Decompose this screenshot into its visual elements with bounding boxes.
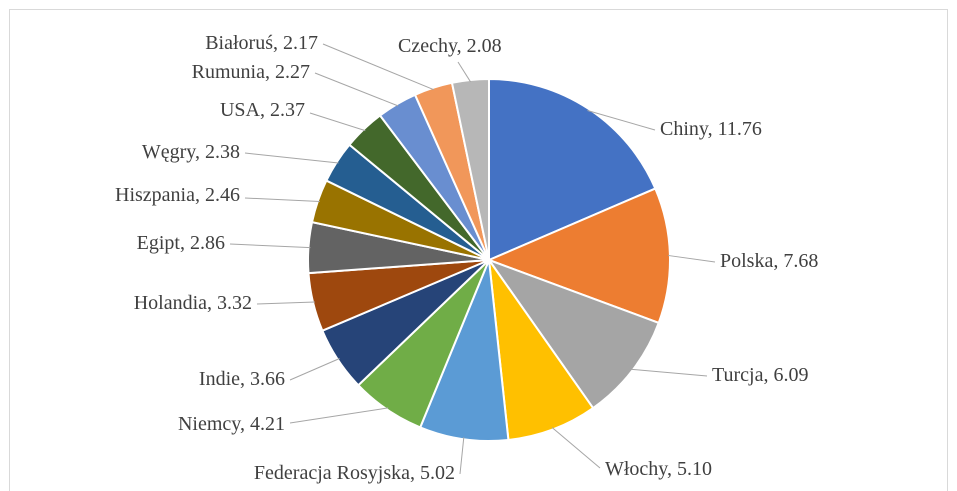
label-separator: ,	[265, 61, 275, 83]
label-value: 5.10	[677, 458, 712, 480]
leader-line	[229, 243, 311, 249]
leader-line	[309, 112, 366, 132]
data-label: Czechy, 2.08	[398, 35, 502, 57]
label-category: Indie	[199, 368, 240, 390]
leader-line	[289, 407, 389, 424]
label-value: 2.86	[190, 232, 225, 254]
label-separator: ,	[207, 292, 217, 314]
data-label: Federacja Rosyjska, 5.02	[254, 462, 455, 484]
pie-slice	[488, 77, 657, 262]
label-separator: ,	[410, 462, 420, 484]
leader-line	[459, 437, 465, 475]
label-separator: ,	[708, 118, 718, 140]
label-separator: ,	[260, 99, 270, 121]
leader-line	[551, 427, 601, 469]
data-label: Włochy, 5.10	[605, 458, 712, 480]
label-category: Hiszpania	[115, 184, 195, 206]
label-value: 3.32	[217, 292, 252, 314]
label-value: 2.08	[467, 35, 502, 57]
label-separator: ,	[273, 32, 283, 54]
data-label: Białoruś, 2.17	[205, 32, 318, 54]
label-separator: ,	[240, 368, 250, 390]
label-value: 2.27	[275, 61, 310, 83]
data-label: Egipt, 2.86	[137, 232, 225, 254]
label-value: 11.76	[718, 118, 762, 140]
data-label: USA, 2.37	[220, 99, 305, 121]
label-category: USA	[220, 99, 261, 121]
label-value: 6.09	[773, 364, 808, 386]
label-separator: ,	[667, 458, 677, 480]
label-separator: ,	[773, 250, 783, 272]
label-value: 2.37	[270, 99, 305, 121]
label-separator: ,	[457, 35, 467, 57]
label-category: Federacja Rosyjska	[254, 462, 410, 484]
data-label: Hiszpania, 2.46	[115, 184, 240, 206]
pie-slice	[450, 77, 490, 261]
label-separator: ,	[195, 141, 205, 163]
label-value: 7.68	[783, 250, 818, 272]
label-category: Niemcy	[178, 413, 241, 435]
label-category: Egipt	[137, 232, 181, 254]
leader-line	[256, 301, 316, 305]
leader-line	[322, 43, 434, 91]
label-value: 3.66	[250, 368, 285, 390]
label-category: Turcja	[712, 364, 764, 386]
label-category: Włochy	[605, 458, 668, 480]
label-value: 2.46	[205, 184, 240, 206]
data-label: Holandia, 3.32	[134, 292, 252, 314]
label-category: Holandia	[134, 292, 207, 314]
label-category: Czechy	[398, 35, 458, 57]
pie-slice	[486, 257, 661, 410]
leader-line	[630, 368, 708, 377]
data-label: Węgry, 2.38	[142, 141, 240, 163]
pie-slice	[488, 259, 595, 442]
label-separator: ,	[195, 184, 205, 206]
label-value: 2.17	[283, 32, 318, 54]
leader-line	[667, 254, 716, 263]
label-separator: ,	[763, 364, 773, 386]
label-separator: ,	[180, 232, 190, 254]
leader-line	[244, 152, 339, 164]
leader-line	[244, 197, 320, 203]
label-separator: ,	[240, 413, 250, 435]
data-label: Niemcy, 4.21	[178, 413, 285, 435]
label-value: 2.38	[205, 141, 240, 163]
leader-line	[457, 61, 472, 83]
label-category: Rumunia	[192, 61, 265, 83]
label-category: Chiny	[660, 118, 709, 140]
leader-line	[314, 72, 399, 107]
label-category: Białoruś	[205, 32, 273, 54]
label-value: 4.21	[250, 413, 285, 435]
data-label: Rumunia, 2.27	[192, 61, 310, 83]
data-label: Turcja, 6.09	[712, 364, 808, 386]
data-label: Polska, 7.68	[720, 250, 818, 272]
label-value: 5.02	[420, 462, 455, 484]
label-category: Polska	[720, 250, 773, 272]
leader-line	[289, 358, 340, 381]
leader-line	[587, 110, 656, 131]
data-label: Chiny, 11.76	[660, 118, 762, 140]
label-category: Węgry	[142, 141, 196, 163]
data-label: Indie, 3.66	[199, 368, 285, 390]
